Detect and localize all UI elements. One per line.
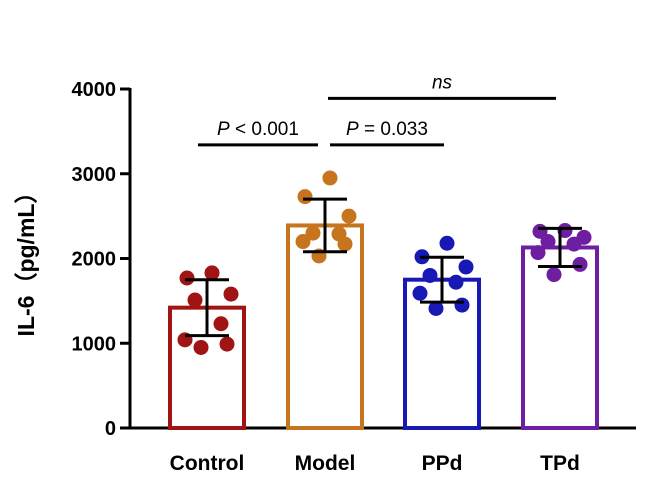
data-point-control bbox=[223, 286, 239, 302]
y-tick-label: 0 bbox=[105, 418, 116, 440]
y-axis-title: IL-6（pg/mL） bbox=[13, 181, 39, 337]
data-point-model bbox=[295, 234, 311, 250]
data-point-control bbox=[179, 270, 195, 286]
bar-model bbox=[286, 223, 364, 430]
y-tick-label: 1000 bbox=[72, 333, 117, 355]
data-point-ppd bbox=[428, 301, 444, 317]
data-point-control bbox=[219, 336, 235, 352]
y-tick-label: 4000 bbox=[72, 79, 117, 101]
data-point-ppd bbox=[439, 235, 455, 251]
x-tick-label-ppd: PPd bbox=[422, 452, 463, 475]
data-point-tpd bbox=[566, 236, 582, 252]
plot-area: 0 1000 2000 3000 4000 IL-6（pg/mL） Control Model… bbox=[13, 72, 636, 475]
data-point-tpd bbox=[572, 256, 588, 272]
data-point-model bbox=[297, 189, 313, 205]
data-point-ppd bbox=[412, 285, 428, 301]
x-tick-label-control: Control bbox=[170, 452, 245, 475]
data-point-control bbox=[193, 339, 209, 355]
data-point-ppd bbox=[458, 259, 474, 275]
data-point-model bbox=[341, 208, 357, 224]
data-point-control bbox=[213, 316, 229, 332]
y-tick-label: 3000 bbox=[72, 164, 117, 186]
data-point-control bbox=[204, 265, 220, 281]
data-point-ppd bbox=[422, 267, 438, 283]
significance-label: P < 0.001 bbox=[217, 119, 299, 140]
x-tick-label-model: Model bbox=[295, 452, 356, 475]
data-point-model bbox=[305, 225, 321, 241]
x-tick-label-tpd: TPd bbox=[540, 452, 580, 475]
data-point-tpd bbox=[540, 234, 556, 250]
significance-label: P = 0.033 bbox=[346, 119, 428, 140]
data-point-model bbox=[337, 236, 353, 252]
data-point-ppd bbox=[454, 297, 470, 313]
significance-label: ns bbox=[432, 72, 453, 93]
data-point-model bbox=[322, 170, 338, 186]
data-point-tpd bbox=[546, 267, 562, 283]
data-point-ppd bbox=[448, 274, 464, 290]
y-tick-label: 2000 bbox=[72, 249, 117, 271]
data-point-tpd bbox=[530, 245, 546, 261]
data-point-control bbox=[187, 292, 203, 308]
